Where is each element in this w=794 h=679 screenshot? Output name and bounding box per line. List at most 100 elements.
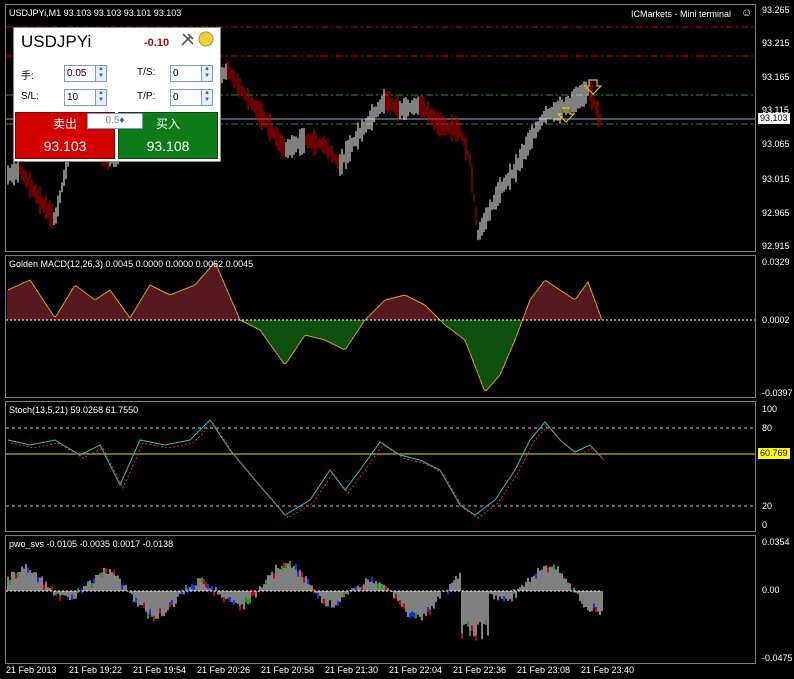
candle-body bbox=[385, 97, 387, 104]
candle-body bbox=[237, 83, 239, 87]
candle-body bbox=[263, 114, 265, 123]
symbol-name: USDJPYi bbox=[21, 32, 92, 51]
candle-body bbox=[37, 193, 39, 201]
stoch-panel[interactable] bbox=[5, 401, 756, 532]
stop-loss-spinner[interactable]: ▲ ▼ bbox=[95, 89, 107, 106]
candle-body bbox=[539, 120, 541, 126]
candle-body bbox=[415, 102, 417, 110]
candle-body bbox=[23, 172, 25, 180]
candle-body bbox=[361, 127, 363, 135]
trailing-stop-input[interactable]: 0 bbox=[170, 65, 203, 82]
candle-body bbox=[245, 93, 247, 99]
stop-loss-label: S/L: bbox=[21, 91, 39, 102]
candle-body bbox=[377, 107, 379, 112]
candle-body bbox=[249, 97, 251, 106]
candle-body bbox=[481, 224, 483, 229]
price-axis-label: 93.165 bbox=[762, 72, 790, 82]
candle-body bbox=[227, 65, 229, 75]
take-profit-input[interactable]: 0 bbox=[170, 89, 203, 106]
candle-body bbox=[349, 145, 351, 152]
candle-body bbox=[255, 105, 257, 113]
price-axis-label: 93.015 bbox=[762, 174, 790, 184]
candle-body bbox=[309, 139, 311, 144]
candle-body bbox=[535, 127, 537, 133]
candle-body bbox=[347, 147, 349, 156]
candle-body bbox=[239, 84, 241, 91]
candle-body bbox=[49, 211, 51, 216]
tools-icon[interactable] bbox=[180, 31, 196, 47]
candle-body bbox=[527, 139, 529, 149]
candle-body bbox=[65, 165, 67, 173]
candle-body bbox=[271, 128, 273, 133]
lots-input[interactable]: 0.05 bbox=[64, 65, 97, 82]
candle-body bbox=[549, 109, 551, 117]
candle-body bbox=[293, 142, 295, 149]
stoch-main-line bbox=[7, 419, 603, 516]
candle-body bbox=[403, 105, 405, 113]
stoch-level-label: 100 bbox=[762, 404, 778, 414]
candle-body bbox=[505, 178, 507, 186]
price-panel[interactable] bbox=[5, 4, 756, 252]
candle-body bbox=[585, 88, 587, 97]
candle-body bbox=[427, 108, 429, 118]
candle-body bbox=[355, 135, 357, 143]
candle-body bbox=[381, 102, 383, 106]
trailing-stop-label: T/S: bbox=[137, 67, 156, 78]
candle-body bbox=[17, 168, 19, 174]
candle-body bbox=[433, 114, 435, 124]
candle-body bbox=[515, 164, 517, 172]
candle-body bbox=[297, 141, 299, 146]
lots-spinner[interactable]: ▲ ▼ bbox=[95, 65, 107, 82]
macd-panel[interactable] bbox=[5, 255, 756, 398]
take-profit-spinner[interactable]: ▲ ▼ bbox=[201, 89, 213, 106]
stop-loss-input[interactable]: 10 bbox=[64, 89, 97, 106]
candle-body bbox=[319, 140, 321, 147]
candle-body bbox=[323, 142, 325, 147]
candle-body bbox=[501, 185, 503, 190]
time-axis-label: 21 Feb 2013 bbox=[6, 665, 57, 675]
trailing-stop-spinner[interactable]: ▲ ▼ bbox=[201, 65, 213, 82]
candle-body bbox=[357, 133, 359, 139]
mini-terminal-panel[interactable]: USDJPYi -0.10 手: 0.05 ▲ ▼ T/S: 0 ▲ ▼ S/L: … bbox=[13, 27, 221, 162]
candle-body bbox=[327, 145, 329, 153]
candle-body bbox=[533, 128, 535, 138]
stoch-current-tag: 60.769 bbox=[758, 448, 790, 459]
candle-body bbox=[587, 86, 589, 96]
candle-body bbox=[507, 176, 509, 182]
candle-body bbox=[231, 72, 233, 79]
candle-body bbox=[343, 156, 345, 161]
candle-body bbox=[591, 91, 593, 101]
candle-body bbox=[269, 124, 271, 131]
candle-body bbox=[405, 106, 407, 111]
candle-body bbox=[337, 160, 339, 165]
candle-body bbox=[531, 135, 533, 139]
time-axis-label: 21 Feb 23:40 bbox=[581, 665, 635, 675]
candle-body bbox=[419, 102, 421, 108]
candle-body bbox=[471, 176, 473, 182]
pwo-panel[interactable] bbox=[5, 535, 756, 664]
candle-body bbox=[229, 71, 231, 75]
candle-body bbox=[465, 144, 467, 152]
macd-axis-bottom: -0.0397 bbox=[762, 388, 793, 398]
candle-body bbox=[359, 130, 361, 137]
candle-body bbox=[393, 102, 395, 110]
candle-body bbox=[257, 109, 259, 114]
candle-body bbox=[493, 200, 495, 204]
chart-title: USDJPYi,M1 93.103 93.103 93.101 93.103 bbox=[9, 8, 182, 18]
candle-body bbox=[317, 140, 319, 147]
candle-body bbox=[401, 106, 403, 113]
candle-body bbox=[523, 148, 525, 156]
lot-step-input[interactable]: 0.5♦ bbox=[87, 113, 143, 129]
candle-body bbox=[253, 103, 255, 109]
candle-body bbox=[331, 152, 333, 156]
candle-body bbox=[445, 124, 447, 129]
candle-body bbox=[259, 109, 261, 118]
macd-axis-zero: 0.0002 bbox=[762, 315, 790, 325]
candle-body bbox=[299, 139, 301, 146]
price-axis-label: 93.115 bbox=[762, 105, 789, 115]
candle-body bbox=[567, 102, 569, 107]
candle-body bbox=[321, 141, 323, 148]
candle-body bbox=[513, 168, 515, 174]
lot-step-value: 0.5 bbox=[105, 115, 120, 126]
candle-body bbox=[477, 231, 479, 239]
